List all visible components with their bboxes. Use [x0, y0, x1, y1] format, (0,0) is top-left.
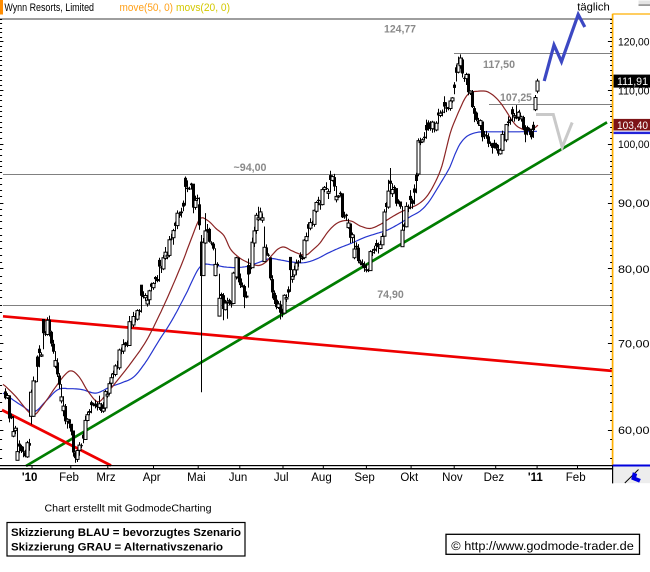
svg-text:60,00: 60,00 — [618, 425, 650, 437]
svg-text:103,40: 103,40 — [617, 120, 648, 132]
svg-text:Okt: Okt — [400, 472, 419, 484]
svg-text:Feb: Feb — [566, 472, 586, 484]
svg-text:Apr: Apr — [143, 472, 161, 484]
svg-text:Skizzierung BLAU = bevorzugtes: Skizzierung BLAU = bevorzugtes Szenario — [11, 527, 241, 539]
svg-text:Jul: Jul — [274, 472, 289, 484]
svg-text:Aug: Aug — [311, 472, 331, 484]
svg-text:110,00: 110,00 — [618, 85, 650, 97]
svg-text:© http://www.godmode-trader.de: © http://www.godmode-trader.de — [451, 539, 634, 553]
svg-text:80,00: 80,00 — [618, 264, 650, 276]
svg-text:117,50: 117,50 — [483, 59, 515, 71]
svg-text:Skizzierung GRAU = Alternativs: Skizzierung GRAU = Alternativszenario — [11, 542, 223, 554]
svg-text:Nov: Nov — [442, 472, 463, 484]
svg-text:90,00: 90,00 — [618, 198, 650, 210]
svg-text:move(50, 0): move(50, 0) — [120, 2, 174, 14]
svg-text:Wynn Resorts, Limited: Wynn Resorts, Limited — [4, 2, 94, 14]
svg-text:Sep: Sep — [354, 472, 374, 484]
svg-text:107,25: 107,25 — [500, 92, 532, 104]
svg-text:Mai: Mai — [187, 472, 206, 484]
svg-text:~94,00: ~94,00 — [234, 162, 267, 174]
svg-text:100,00: 100,00 — [618, 139, 650, 151]
svg-text:111,91: 111,91 — [617, 76, 648, 88]
svg-text:'10: '10 — [22, 472, 38, 484]
svg-text:'11: '11 — [528, 472, 543, 484]
svg-text:Jun: Jun — [229, 472, 248, 484]
svg-text:124,77: 124,77 — [384, 23, 416, 35]
svg-text:74,90: 74,90 — [377, 289, 404, 301]
svg-text:120,00: 120,00 — [618, 37, 650, 49]
svg-text:täglich: täglich — [577, 2, 610, 14]
svg-text:Chart erstellt mit GodmodeChar: Chart erstellt mit GodmodeCharting — [45, 503, 212, 515]
svg-text:Mrz: Mrz — [96, 472, 115, 484]
svg-text:Dez: Dez — [484, 472, 505, 484]
svg-text:70,00: 70,00 — [618, 339, 650, 351]
svg-text:Feb: Feb — [59, 472, 79, 484]
svg-text:movs(20, 0): movs(20, 0) — [176, 2, 230, 14]
